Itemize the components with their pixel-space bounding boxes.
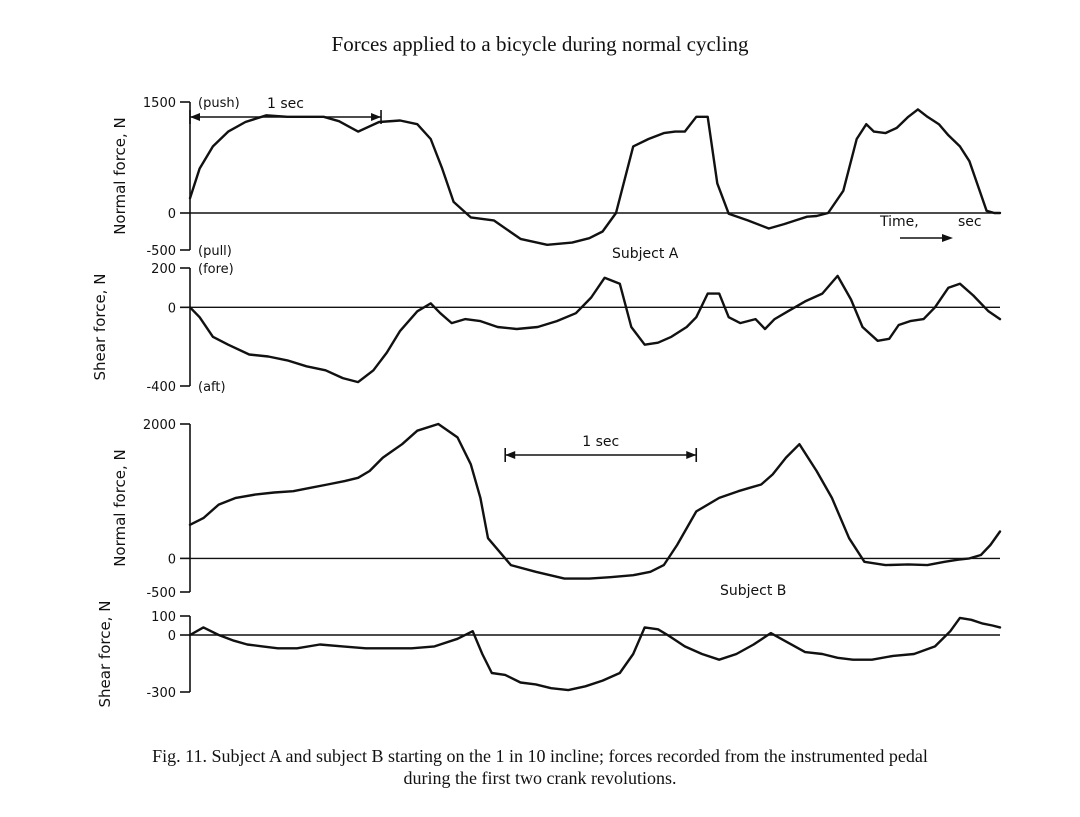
- y-tick-annotation: (pull): [198, 244, 232, 259]
- y-tick-label: 1500: [143, 96, 176, 111]
- y-tick-label: 200: [151, 262, 176, 277]
- scale-bar-arrow-right: [371, 113, 382, 121]
- y-tick-label: 0: [168, 629, 176, 644]
- scale-bar: 1 sec: [504, 434, 698, 462]
- y-tick-label: -400: [146, 380, 176, 395]
- panel-subject-a-shear-force: 200 (fore) 0 -400 (aft) Shear force, N: [91, 262, 1002, 395]
- y-tick-annotation: (fore): [198, 262, 234, 277]
- y-axis-title: Normal force, N: [111, 117, 129, 235]
- y-axis-title: Shear force, N: [91, 274, 109, 381]
- y-axis-title: Shear force, N: [96, 601, 114, 708]
- time-axis-label: Time,: [879, 214, 919, 230]
- caption-line-1: Fig. 11. Subject A and subject B startin…: [152, 746, 928, 766]
- y-tick-label: -500: [146, 244, 176, 259]
- panel-subject-a-normal-force: 1500 (push) 0 -500 (pull) Normal force, N Subj…: [111, 96, 1002, 262]
- scale-bar: 1 sec: [189, 96, 382, 124]
- series-line: [188, 616, 1002, 692]
- scale-bar-label: 1 sec: [582, 434, 619, 450]
- series-line: [188, 422, 1002, 580]
- figure-caption: Fig. 11. Subject A and subject B startin…: [90, 745, 990, 789]
- y-tick-annotation: (push): [198, 96, 240, 111]
- force-figure: 1500 (push) 0 -500 (pull) Normal force, N Subj…: [91, 96, 1002, 708]
- y-tick-annotation: (aft): [198, 380, 226, 395]
- page-header: Forces applied to a bicycle during norma…: [331, 32, 749, 56]
- y-tick-label: 0: [168, 207, 176, 222]
- y-axis-title: Normal force, N: [111, 449, 129, 567]
- y-tick-label: 0: [168, 301, 176, 316]
- y-tick-label: 2000: [143, 418, 176, 433]
- y-tick-label: 0: [168, 552, 176, 567]
- subject-label: Subject B: [720, 583, 786, 599]
- caption-line-2: during the first two crank revolutions.: [403, 768, 677, 788]
- y-tick-label: -500: [146, 586, 176, 601]
- scale-bar-arrow-left: [505, 451, 516, 459]
- y-tick-label: -300: [146, 686, 176, 701]
- y-tick-label: 100: [151, 610, 176, 625]
- time-arrow-head: [942, 234, 953, 242]
- time-axis-unit: sec: [958, 214, 982, 230]
- series-line: [188, 108, 1002, 246]
- panel-subject-b-normal-force: 2000 0 -500 Normal force, N Subject B 1 sec: [111, 418, 1002, 601]
- scale-bar-arrow-right: [686, 451, 697, 459]
- series-line: [188, 274, 1002, 384]
- scale-bar-label: 1 sec: [267, 96, 304, 112]
- scale-bar-arrow-left: [190, 113, 200, 121]
- panel-subject-b-shear-force: 100 0 -300 Shear force, N: [96, 601, 1002, 708]
- subject-label: Subject A: [612, 246, 679, 262]
